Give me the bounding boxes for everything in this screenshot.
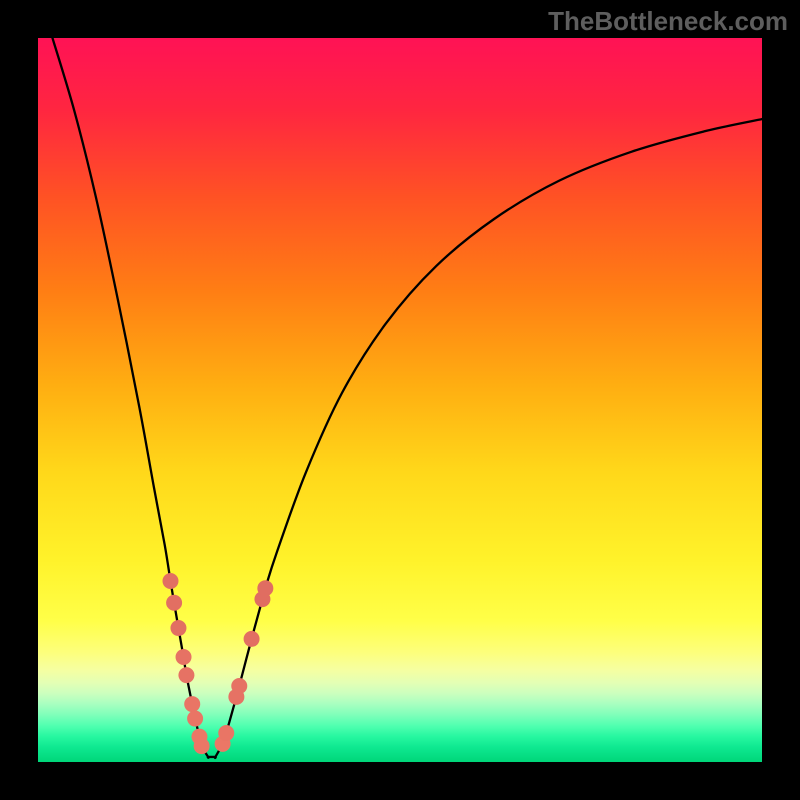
data-marker — [166, 595, 182, 611]
data-marker — [194, 738, 210, 754]
chart-svg — [0, 0, 800, 800]
data-marker — [178, 667, 194, 683]
data-marker — [231, 678, 247, 694]
watermark-text: TheBottleneck.com — [548, 6, 788, 37]
data-marker — [187, 711, 203, 727]
data-marker — [162, 573, 178, 589]
data-marker — [170, 620, 186, 636]
data-marker — [244, 631, 260, 647]
data-marker — [184, 696, 200, 712]
data-marker — [218, 725, 234, 741]
bottleneck-curve — [52, 38, 762, 758]
chart-container: TheBottleneck.com — [0, 0, 800, 800]
data-marker — [257, 580, 273, 596]
data-marker — [176, 649, 192, 665]
